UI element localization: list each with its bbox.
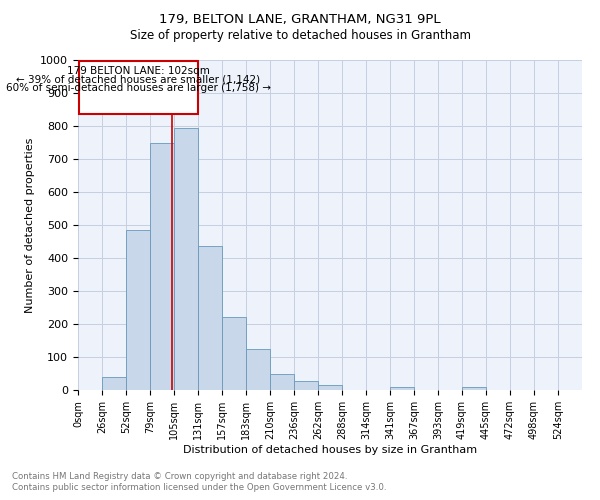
Text: ← 39% of detached houses are smaller (1,142): ← 39% of detached houses are smaller (1,…	[16, 74, 260, 85]
Bar	[462, 388, 486, 390]
X-axis label: Distribution of detached houses by size in Grantham: Distribution of detached houses by size …	[183, 444, 477, 454]
Text: 60% of semi-detached houses are larger (1,758) →: 60% of semi-detached houses are larger (…	[6, 83, 271, 93]
Text: Size of property relative to detached houses in Grantham: Size of property relative to detached ho…	[130, 29, 470, 42]
Bar	[270, 374, 294, 390]
Bar	[246, 349, 270, 390]
Bar	[174, 128, 198, 390]
Bar	[126, 230, 150, 390]
Bar	[79, 61, 198, 114]
Bar	[222, 318, 246, 390]
Text: 179, BELTON LANE, GRANTHAM, NG31 9PL: 179, BELTON LANE, GRANTHAM, NG31 9PL	[159, 12, 441, 26]
Text: Contains public sector information licensed under the Open Government Licence v3: Contains public sector information licen…	[12, 484, 386, 492]
Bar	[318, 385, 342, 390]
Bar	[198, 246, 222, 390]
Bar	[102, 377, 126, 390]
Text: Contains HM Land Registry data © Crown copyright and database right 2024.: Contains HM Land Registry data © Crown c…	[12, 472, 347, 481]
Bar	[390, 388, 414, 390]
Bar	[294, 381, 318, 390]
Bar	[150, 142, 174, 390]
Y-axis label: Number of detached properties: Number of detached properties	[25, 138, 35, 312]
Text: 179 BELTON LANE: 102sqm: 179 BELTON LANE: 102sqm	[67, 66, 210, 76]
